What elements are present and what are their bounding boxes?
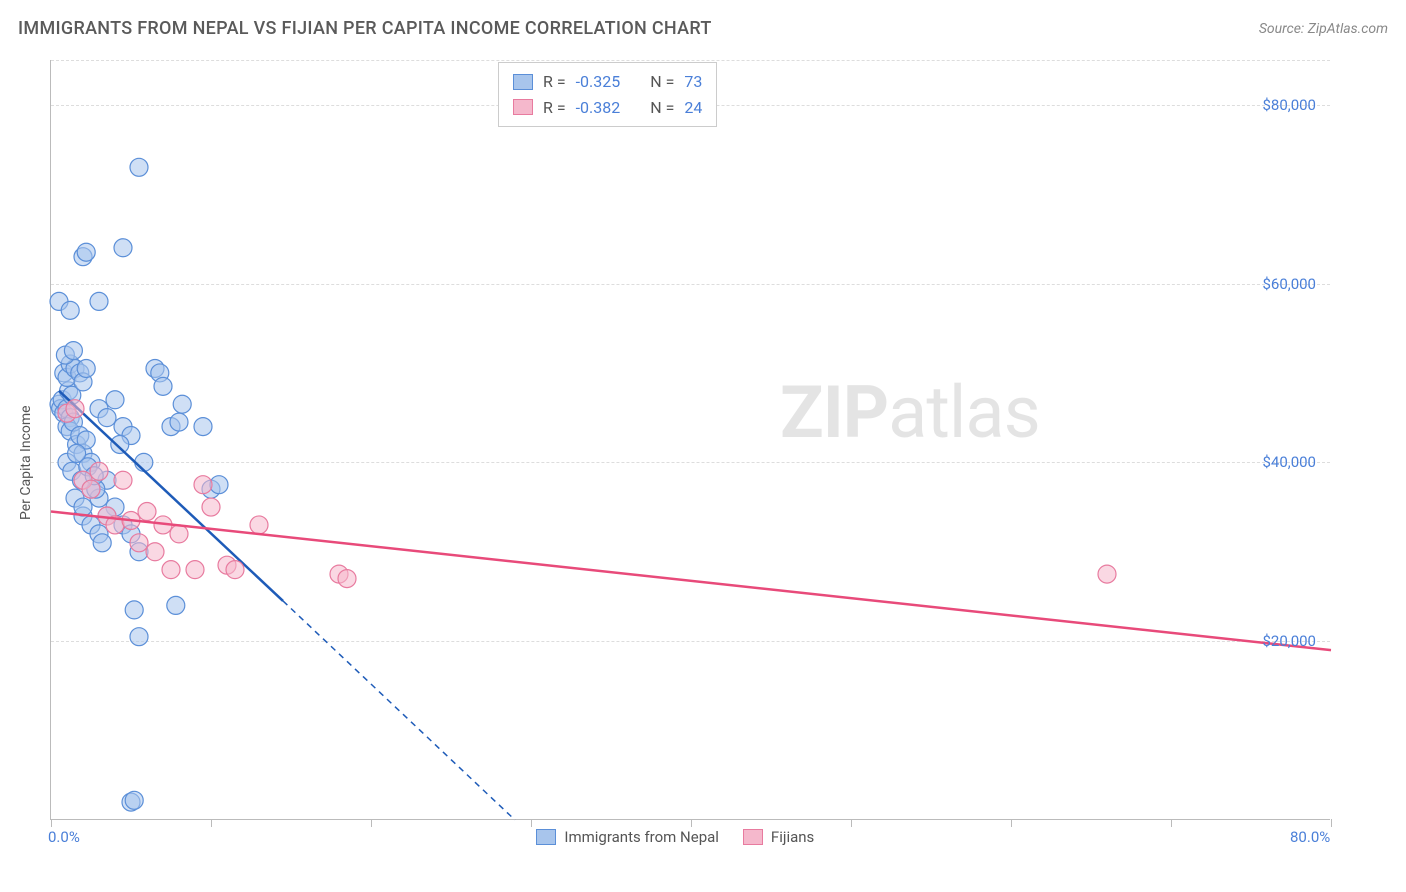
x-tick <box>691 819 692 827</box>
chart-svg <box>51 60 1331 820</box>
data-point <box>202 498 220 516</box>
data-point <box>106 391 124 409</box>
y-tick-label: $20,000 <box>1262 632 1316 650</box>
y-tick-label: $60,000 <box>1262 275 1316 293</box>
data-point <box>130 158 148 176</box>
x-axis-start-label: 0.0% <box>48 828 80 846</box>
n-value: 24 <box>684 95 702 121</box>
n-value: 73 <box>684 69 702 95</box>
legend-label: Fijians <box>771 828 814 846</box>
legend-label: Immigrants from Nepal <box>564 828 719 846</box>
data-point <box>130 534 148 552</box>
trend-line-extension <box>283 601 515 820</box>
data-point <box>61 301 79 319</box>
legend-item: Immigrants from Nepal <box>536 828 719 846</box>
r-label: R = <box>543 69 566 95</box>
data-point <box>1098 565 1116 583</box>
x-tick <box>51 819 52 827</box>
n-label: N = <box>650 69 674 95</box>
data-point <box>130 628 148 646</box>
r-value: -0.382 <box>576 95 621 121</box>
data-point <box>77 359 95 377</box>
data-point <box>111 435 129 453</box>
data-point <box>186 561 204 579</box>
x-tick <box>1331 819 1332 827</box>
stats-row: R = -0.325 N = 73 <box>513 69 702 95</box>
data-point <box>114 471 132 489</box>
data-point <box>77 243 95 261</box>
legend-swatch <box>513 99 533 115</box>
n-label: N = <box>650 95 674 121</box>
x-tick <box>1171 819 1172 827</box>
stats-legend: R = -0.325 N = 73 R = -0.382 N = 24 <box>498 62 717 127</box>
data-point <box>210 476 228 494</box>
stats-row: R = -0.382 N = 24 <box>513 95 702 121</box>
series-legend: Immigrants from Nepal Fijians <box>536 828 814 846</box>
y-tick-label: $40,000 <box>1262 453 1316 471</box>
data-point <box>338 570 356 588</box>
data-point <box>135 453 153 471</box>
data-point <box>125 601 143 619</box>
x-tick <box>531 819 532 827</box>
chart-header: IMMIGRANTS FROM NEPAL VS FIJIAN PER CAPI… <box>18 18 1388 39</box>
data-point <box>90 462 108 480</box>
data-point <box>162 561 180 579</box>
data-point <box>146 543 164 561</box>
x-tick <box>211 819 212 827</box>
plot-area <box>50 60 1330 820</box>
chart-title: IMMIGRANTS FROM NEPAL VS FIJIAN PER CAPI… <box>18 18 712 39</box>
x-tick <box>1011 819 1012 827</box>
y-tick-label: $80,000 <box>1262 96 1316 114</box>
data-point <box>250 516 268 534</box>
x-tick <box>851 819 852 827</box>
data-point <box>90 292 108 310</box>
data-point <box>154 377 172 395</box>
legend-item: Fijians <box>743 828 814 846</box>
data-point <box>138 503 156 521</box>
data-point <box>226 561 244 579</box>
chart-source: Source: ZipAtlas.com <box>1259 21 1388 37</box>
y-axis-label: Per Capita Income <box>18 405 34 520</box>
legend-swatch <box>513 74 533 90</box>
data-point <box>64 342 82 360</box>
trend-line <box>51 512 1331 651</box>
legend-swatch <box>743 829 763 845</box>
data-point <box>114 239 132 257</box>
r-label: R = <box>543 95 566 121</box>
data-point <box>125 791 143 809</box>
data-point <box>82 480 100 498</box>
x-tick <box>371 819 372 827</box>
data-point <box>173 395 191 413</box>
data-point <box>170 413 188 431</box>
data-point <box>98 409 116 427</box>
r-value: -0.325 <box>576 69 621 95</box>
data-point <box>194 476 212 494</box>
data-point <box>194 418 212 436</box>
data-point <box>170 525 188 543</box>
x-axis-end-label: 80.0% <box>1290 828 1330 846</box>
data-point <box>66 400 84 418</box>
data-point <box>167 596 185 614</box>
legend-swatch <box>536 829 556 845</box>
data-point <box>93 534 111 552</box>
